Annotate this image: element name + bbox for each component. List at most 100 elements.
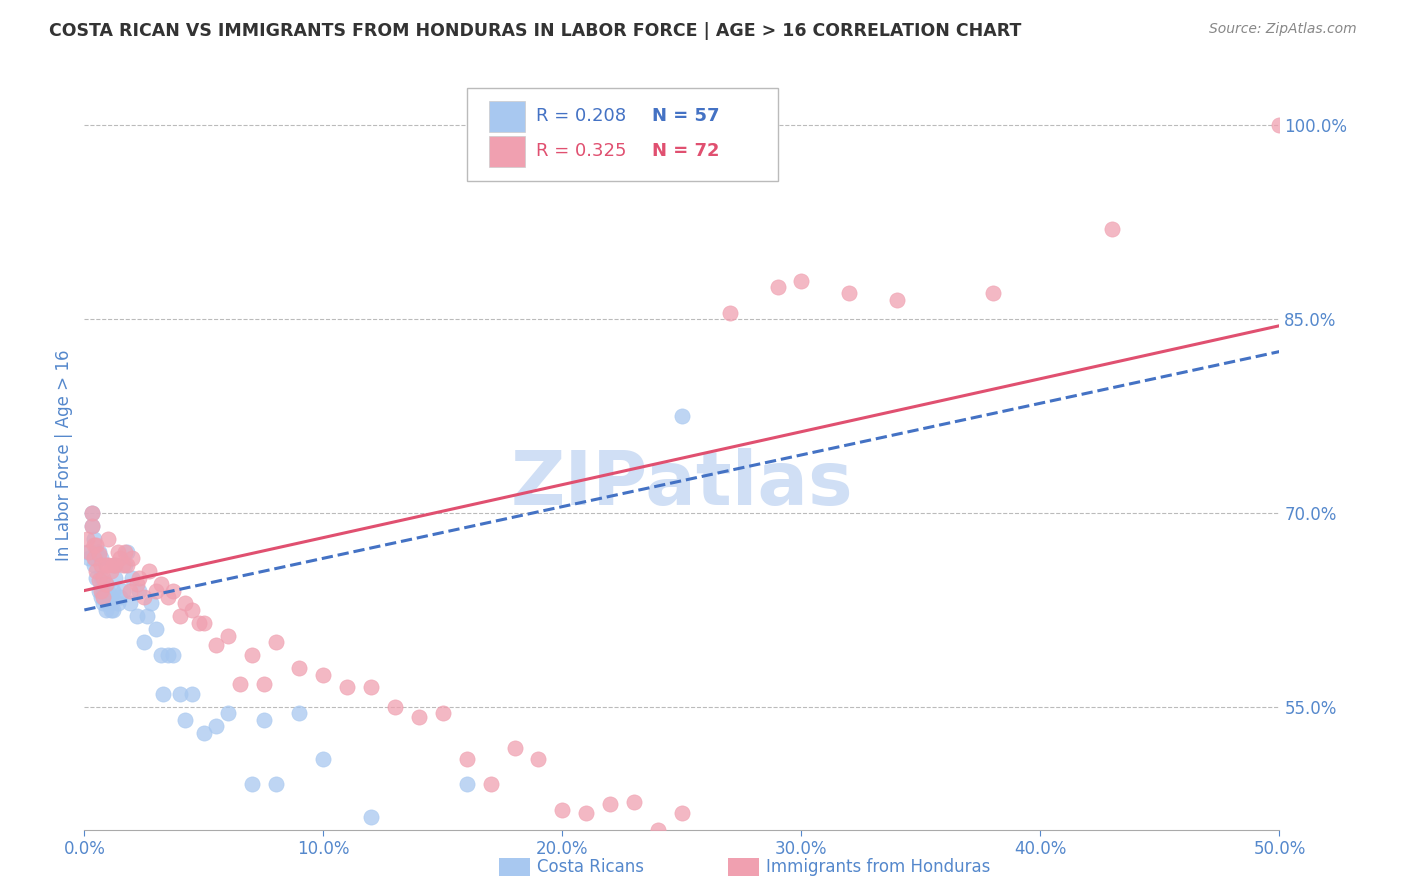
Point <box>360 810 382 824</box>
Text: N = 72: N = 72 <box>652 143 720 161</box>
Point <box>205 638 228 652</box>
Point <box>104 558 127 572</box>
Text: N = 57: N = 57 <box>652 107 720 125</box>
Point <box>77 545 100 559</box>
Point <box>107 597 129 611</box>
Point <box>145 583 167 598</box>
Point <box>100 564 122 578</box>
Point <box>101 583 124 598</box>
Point <box>479 777 502 791</box>
Point <box>90 571 112 585</box>
Point <box>312 751 335 765</box>
Point <box>217 706 239 721</box>
Point <box>80 519 103 533</box>
Point <box>132 590 156 604</box>
Point <box>121 571 143 585</box>
Point <box>217 629 239 643</box>
Point <box>97 532 120 546</box>
Point <box>527 751 550 765</box>
Point <box>551 803 574 817</box>
Point <box>90 583 112 598</box>
Point <box>83 558 105 572</box>
FancyBboxPatch shape <box>489 136 526 167</box>
Point <box>173 597 195 611</box>
Point <box>80 519 103 533</box>
Point <box>336 681 359 695</box>
Point <box>90 590 112 604</box>
Point <box>193 725 215 739</box>
Point <box>141 597 163 611</box>
Point <box>886 293 908 307</box>
Point <box>80 506 103 520</box>
Point <box>288 706 311 721</box>
Point <box>575 805 598 820</box>
Text: R = 0.208: R = 0.208 <box>536 107 626 125</box>
Point <box>121 551 143 566</box>
Point <box>408 710 430 724</box>
Point <box>671 805 693 820</box>
Point <box>117 545 139 559</box>
Point <box>240 648 263 662</box>
Point <box>100 590 122 604</box>
Point <box>90 551 112 566</box>
Text: Source: ZipAtlas.com: Source: ZipAtlas.com <box>1209 22 1357 37</box>
Text: ZIPatlas: ZIPatlas <box>510 449 853 522</box>
Point <box>162 648 184 662</box>
Point <box>503 741 526 756</box>
Point <box>101 558 124 572</box>
Point <box>87 548 110 562</box>
Point <box>104 571 127 585</box>
Text: Costa Ricans: Costa Ricans <box>537 858 644 876</box>
Point <box>766 280 789 294</box>
Point <box>128 571 150 585</box>
Text: Immigrants from Honduras: Immigrants from Honduras <box>766 858 991 876</box>
Point <box>623 796 645 810</box>
Point <box>152 687 174 701</box>
Point <box>135 609 157 624</box>
Point <box>111 558 134 572</box>
Point <box>1268 119 1291 133</box>
Point <box>118 597 141 611</box>
Point <box>149 577 172 591</box>
Point <box>90 558 112 572</box>
Point <box>169 687 191 701</box>
Point <box>87 573 110 587</box>
Point <box>83 538 105 552</box>
Point <box>86 538 108 552</box>
Point <box>77 551 100 566</box>
Point <box>253 713 276 727</box>
Point <box>599 797 621 811</box>
Point <box>111 583 134 598</box>
Point <box>157 648 180 662</box>
Point <box>173 713 195 727</box>
Point <box>188 615 211 630</box>
FancyBboxPatch shape <box>467 87 778 181</box>
Point <box>114 545 136 559</box>
Point <box>149 648 172 662</box>
Point <box>94 577 117 591</box>
Text: COSTA RICAN VS IMMIGRANTS FROM HONDURAS IN LABOR FORCE | AGE > 16 CORRELATION CH: COSTA RICAN VS IMMIGRANTS FROM HONDURAS … <box>49 22 1022 40</box>
Text: R = 0.325: R = 0.325 <box>536 143 627 161</box>
Point <box>87 583 110 598</box>
Point <box>205 719 228 733</box>
Point <box>162 583 184 598</box>
Point <box>94 577 117 591</box>
Point <box>94 558 117 572</box>
Point <box>118 583 141 598</box>
Point <box>360 681 382 695</box>
Point <box>104 558 127 572</box>
Point <box>229 676 252 690</box>
Point <box>264 635 287 649</box>
Point <box>87 545 110 559</box>
Point <box>107 545 129 559</box>
Point <box>193 615 215 630</box>
Point <box>718 306 741 320</box>
Point <box>94 590 117 604</box>
Point <box>110 590 132 604</box>
Point <box>86 571 108 585</box>
Point <box>93 571 115 585</box>
Y-axis label: In Labor Force | Age > 16: In Labor Force | Age > 16 <box>55 349 73 561</box>
Point <box>125 609 148 624</box>
Point <box>117 558 139 572</box>
Point <box>110 551 132 566</box>
